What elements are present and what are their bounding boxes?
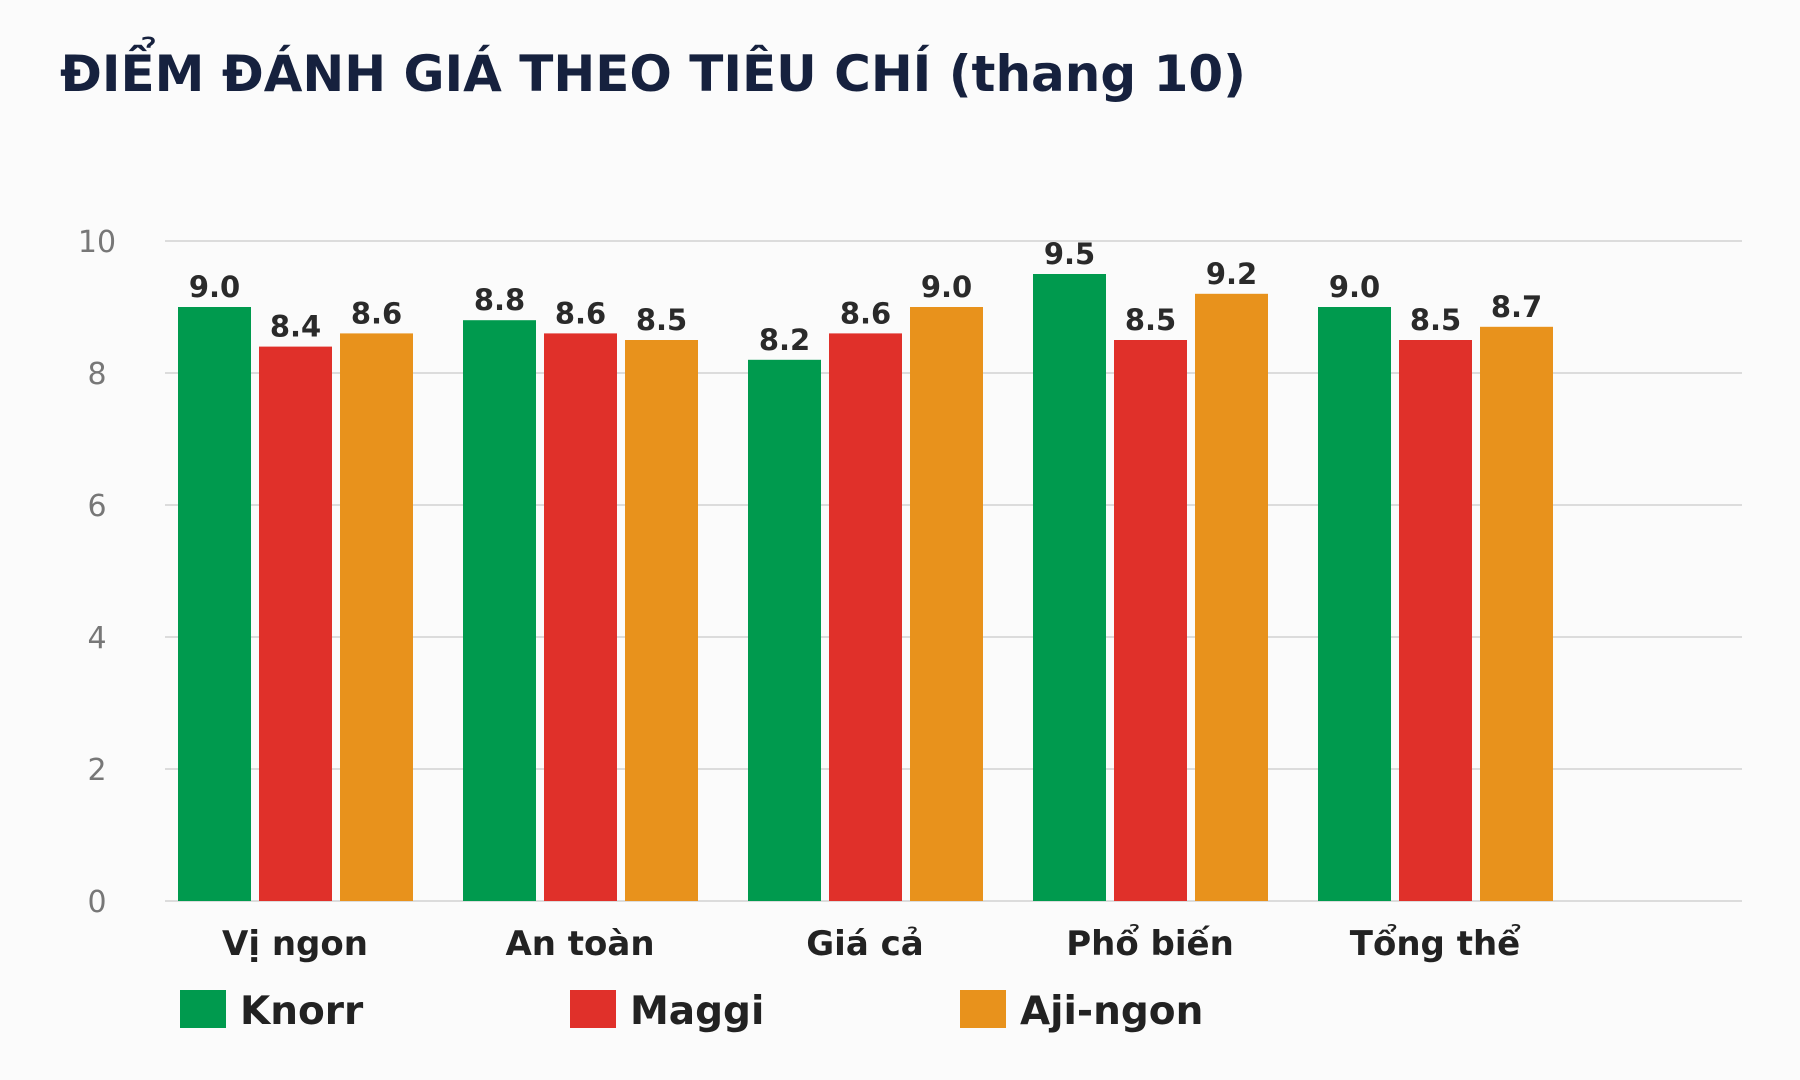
y-tick-label: 8: [87, 357, 106, 392]
value-labels: 9.0 8.4 8.6 8.8 8.6 8.5 8.2 8.6 9.0 9.5 8.5 9.2 9.0 8…: [189, 237, 1542, 357]
data-label: 8.6: [840, 296, 891, 330]
data-label: 9.0: [921, 270, 972, 304]
legend-label: Aji-ngon: [1020, 989, 1203, 1034]
bar-aji-ngon: [1480, 326, 1553, 901]
bar-aji-ngon: [910, 307, 983, 901]
y-tick-label: 0: [87, 885, 106, 920]
data-label: 8.4: [270, 310, 321, 344]
legend: Knorr Maggi Aji-ngon: [180, 989, 1203, 1034]
bar-aji-ngon: [1195, 293, 1268, 901]
data-label: 8.7: [1491, 290, 1542, 324]
bar-maggi: [1399, 340, 1472, 901]
x-category-label: Vị ngon: [222, 924, 368, 964]
legend-swatch: [960, 990, 1006, 1028]
bars: [178, 274, 1553, 902]
data-label: 8.6: [351, 296, 402, 330]
data-label: 8.8: [474, 283, 525, 317]
x-axis-categories: Vị ngon An toàn Giá cả Phổ biến Tổng thể: [222, 923, 1521, 964]
data-label: 9.0: [189, 270, 240, 304]
y-axis-ticks: 0 2 4 6 8 10: [78, 225, 116, 920]
x-category-label: Tổng thể: [1350, 923, 1521, 964]
data-label: 9.2: [1206, 257, 1257, 291]
bar-maggi: [1114, 340, 1187, 901]
bar-aji-ngon: [340, 333, 413, 901]
y-tick-label: 10: [78, 225, 116, 260]
data-label: 8.5: [636, 303, 687, 337]
data-label: 9.5: [1044, 237, 1095, 271]
legend-swatch: [570, 990, 616, 1028]
bar-knorr: [178, 307, 251, 901]
bar-knorr: [1033, 274, 1106, 901]
bar-knorr: [1318, 307, 1391, 901]
y-tick-label: 2: [87, 753, 106, 788]
data-label: 8.5: [1410, 303, 1461, 337]
x-category-label: Giá cả: [806, 924, 923, 964]
bar-maggi: [259, 346, 332, 902]
data-label: 8.6: [555, 296, 606, 330]
y-tick-label: 6: [87, 489, 106, 524]
bar-knorr: [748, 359, 821, 901]
bar-aji-ngon: [625, 340, 698, 901]
data-label: 9.0: [1329, 270, 1380, 304]
bar-knorr: [463, 320, 536, 901]
x-category-label: Phổ biến: [1066, 923, 1234, 964]
y-tick-label: 4: [87, 621, 106, 656]
legend-label: Maggi: [630, 989, 764, 1034]
bar-maggi: [544, 333, 617, 901]
legend-swatch: [180, 990, 226, 1028]
chart-title: ĐIỂM ĐÁNH GIÁ THEO TIÊU CHÍ (thang 10): [60, 36, 1246, 103]
x-category-label: An toàn: [505, 924, 654, 964]
legend-label: Knorr: [240, 989, 364, 1034]
data-label: 8.2: [759, 323, 810, 357]
bar-maggi: [829, 333, 902, 901]
data-label: 8.5: [1125, 303, 1176, 337]
